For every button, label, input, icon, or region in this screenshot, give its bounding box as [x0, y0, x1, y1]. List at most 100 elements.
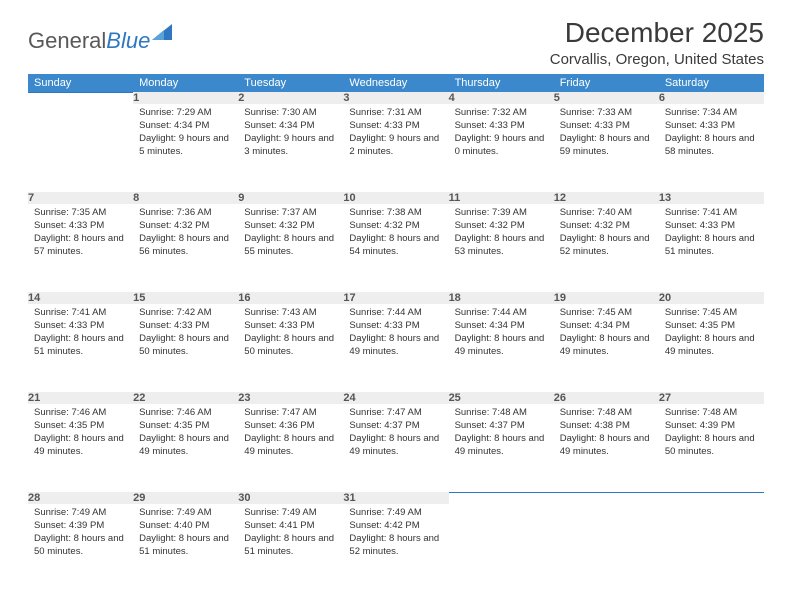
day-number: 3	[343, 92, 448, 104]
sunset-line: Sunset: 4:33 PM	[665, 120, 758, 133]
daylight-line: Daylight: 8 hours and 49 minutes.	[455, 433, 548, 459]
logo-word-2: Blue	[106, 28, 150, 53]
week-daynum-row: 28293031	[28, 492, 764, 504]
sunrise-line: Sunrise: 7:32 AM	[455, 107, 548, 120]
day-cell: Sunrise: 7:35 AMSunset: 4:33 PMDaylight:…	[28, 204, 133, 292]
week-content-row: Sunrise: 7:49 AMSunset: 4:39 PMDaylight:…	[28, 504, 764, 592]
day-number: 28	[28, 492, 133, 504]
daylight-line: Daylight: 9 hours and 5 minutes.	[139, 133, 232, 159]
sunrise-line: Sunrise: 7:34 AM	[665, 107, 758, 120]
daylight-line: Daylight: 8 hours and 58 minutes.	[665, 133, 758, 159]
sunset-line: Sunset: 4:32 PM	[349, 220, 442, 233]
day-number: 23	[238, 392, 343, 404]
daylight-line: Daylight: 8 hours and 53 minutes.	[455, 233, 548, 259]
day-cell: Sunrise: 7:32 AMSunset: 4:33 PMDaylight:…	[449, 104, 554, 192]
daylight-line: Daylight: 8 hours and 50 minutes.	[244, 333, 337, 359]
empty-day-number	[554, 492, 659, 504]
day-header: Saturday	[659, 74, 764, 93]
day-cell: Sunrise: 7:36 AMSunset: 4:32 PMDaylight:…	[133, 204, 238, 292]
sunrise-line: Sunrise: 7:49 AM	[244, 507, 337, 520]
sunrise-line: Sunrise: 7:41 AM	[665, 207, 758, 220]
day-details: Sunrise: 7:44 AMSunset: 4:34 PMDaylight:…	[449, 304, 554, 364]
sunrise-line: Sunrise: 7:45 AM	[560, 307, 653, 320]
day-details: Sunrise: 7:41 AMSunset: 4:33 PMDaylight:…	[28, 304, 133, 364]
day-details: Sunrise: 7:31 AMSunset: 4:33 PMDaylight:…	[343, 104, 448, 164]
day-cell: Sunrise: 7:37 AMSunset: 4:32 PMDaylight:…	[238, 204, 343, 292]
daylight-line: Daylight: 8 hours and 55 minutes.	[244, 233, 337, 259]
day-number: 1	[133, 92, 238, 104]
day-details: Sunrise: 7:46 AMSunset: 4:35 PMDaylight:…	[133, 404, 238, 464]
sunrise-line: Sunrise: 7:33 AM	[560, 107, 653, 120]
daylight-line: Daylight: 8 hours and 51 minutes.	[665, 233, 758, 259]
daylight-line: Daylight: 8 hours and 49 minutes.	[560, 333, 653, 359]
sunset-line: Sunset: 4:38 PM	[560, 420, 653, 433]
sunset-line: Sunset: 4:35 PM	[139, 420, 232, 433]
day-number: 10	[343, 192, 448, 204]
empty-day-number	[28, 92, 133, 104]
week-daynum-row: 14151617181920	[28, 292, 764, 304]
day-cell: Sunrise: 7:49 AMSunset: 4:40 PMDaylight:…	[133, 504, 238, 592]
day-cell: Sunrise: 7:33 AMSunset: 4:33 PMDaylight:…	[554, 104, 659, 192]
day-cell: Sunrise: 7:34 AMSunset: 4:33 PMDaylight:…	[659, 104, 764, 192]
sunset-line: Sunset: 4:40 PM	[139, 520, 232, 533]
sail-icon	[152, 24, 174, 47]
daylight-line: Daylight: 8 hours and 57 minutes.	[34, 233, 127, 259]
day-cell: Sunrise: 7:49 AMSunset: 4:41 PMDaylight:…	[238, 504, 343, 592]
location: Corvallis, Oregon, United States	[550, 51, 764, 68]
day-number: 16	[238, 292, 343, 304]
day-details: Sunrise: 7:30 AMSunset: 4:34 PMDaylight:…	[238, 104, 343, 164]
day-number: 20	[659, 292, 764, 304]
day-number: 15	[133, 292, 238, 304]
day-cell: Sunrise: 7:49 AMSunset: 4:39 PMDaylight:…	[28, 504, 133, 592]
sunset-line: Sunset: 4:33 PM	[139, 320, 232, 333]
sunrise-line: Sunrise: 7:44 AM	[349, 307, 442, 320]
day-details: Sunrise: 7:47 AMSunset: 4:36 PMDaylight:…	[238, 404, 343, 464]
sunset-line: Sunset: 4:37 PM	[455, 420, 548, 433]
sunset-line: Sunset: 4:35 PM	[665, 320, 758, 333]
day-cell: Sunrise: 7:43 AMSunset: 4:33 PMDaylight:…	[238, 304, 343, 392]
day-details: Sunrise: 7:46 AMSunset: 4:35 PMDaylight:…	[28, 404, 133, 464]
daylight-line: Daylight: 8 hours and 52 minutes.	[560, 233, 653, 259]
day-number: 2	[238, 92, 343, 104]
sunset-line: Sunset: 4:33 PM	[665, 220, 758, 233]
day-cell: Sunrise: 7:29 AMSunset: 4:34 PMDaylight:…	[133, 104, 238, 192]
daylight-line: Daylight: 8 hours and 50 minutes.	[139, 333, 232, 359]
sunset-line: Sunset: 4:32 PM	[455, 220, 548, 233]
sunset-line: Sunset: 4:33 PM	[244, 320, 337, 333]
day-number: 30	[238, 492, 343, 504]
day-details: Sunrise: 7:35 AMSunset: 4:33 PMDaylight:…	[28, 204, 133, 264]
empty-day-cell	[659, 504, 764, 592]
daylight-line: Daylight: 8 hours and 49 minutes.	[455, 333, 548, 359]
empty-day-number	[449, 492, 554, 504]
day-details: Sunrise: 7:48 AMSunset: 4:38 PMDaylight:…	[554, 404, 659, 464]
sunrise-line: Sunrise: 7:44 AM	[455, 307, 548, 320]
day-details: Sunrise: 7:33 AMSunset: 4:33 PMDaylight:…	[554, 104, 659, 164]
day-number: 24	[343, 392, 448, 404]
day-details: Sunrise: 7:36 AMSunset: 4:32 PMDaylight:…	[133, 204, 238, 264]
title-block: December 2025 Corvallis, Oregon, United …	[550, 18, 764, 68]
sunrise-line: Sunrise: 7:39 AM	[455, 207, 548, 220]
sunrise-line: Sunrise: 7:35 AM	[34, 207, 127, 220]
week-content-row: Sunrise: 7:46 AMSunset: 4:35 PMDaylight:…	[28, 404, 764, 492]
sunrise-line: Sunrise: 7:30 AM	[244, 107, 337, 120]
day-number: 31	[343, 492, 448, 504]
day-details: Sunrise: 7:38 AMSunset: 4:32 PMDaylight:…	[343, 204, 448, 264]
sunrise-line: Sunrise: 7:37 AM	[244, 207, 337, 220]
empty-day-cell	[449, 504, 554, 592]
day-cell: Sunrise: 7:44 AMSunset: 4:34 PMDaylight:…	[449, 304, 554, 392]
sunset-line: Sunset: 4:41 PM	[244, 520, 337, 533]
sunset-line: Sunset: 4:33 PM	[34, 320, 127, 333]
day-details: Sunrise: 7:45 AMSunset: 4:35 PMDaylight:…	[659, 304, 764, 364]
day-number: 27	[659, 392, 764, 404]
sunrise-line: Sunrise: 7:48 AM	[665, 407, 758, 420]
day-number: 18	[449, 292, 554, 304]
day-cell: Sunrise: 7:38 AMSunset: 4:32 PMDaylight:…	[343, 204, 448, 292]
calendar-page: GeneralBlue December 2025 Corvallis, Ore…	[0, 0, 792, 610]
day-number: 8	[133, 192, 238, 204]
daylight-line: Daylight: 8 hours and 59 minutes.	[560, 133, 653, 159]
sunset-line: Sunset: 4:42 PM	[349, 520, 442, 533]
day-cell: Sunrise: 7:40 AMSunset: 4:32 PMDaylight:…	[554, 204, 659, 292]
day-cell: Sunrise: 7:47 AMSunset: 4:36 PMDaylight:…	[238, 404, 343, 492]
daylight-line: Daylight: 8 hours and 50 minutes.	[34, 533, 127, 559]
sunrise-line: Sunrise: 7:48 AM	[560, 407, 653, 420]
